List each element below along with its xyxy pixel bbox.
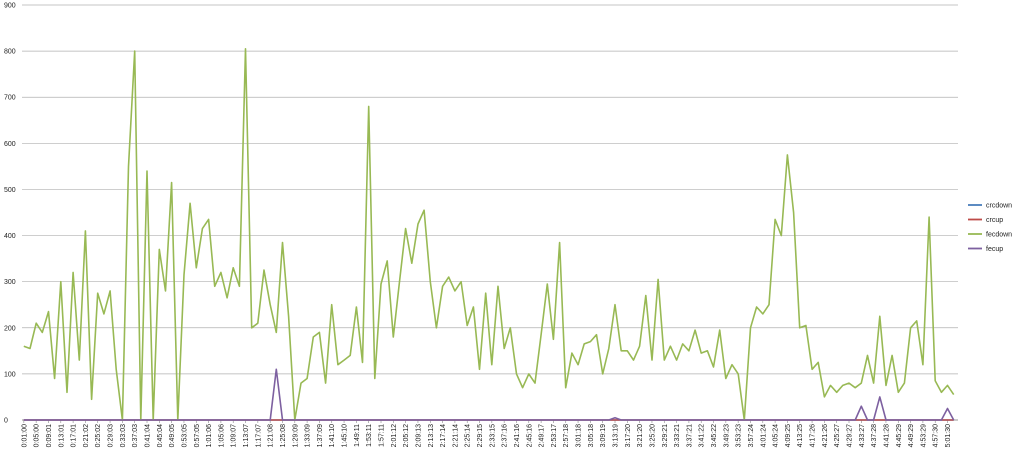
x-tick-label: 1:57:11: [379, 424, 386, 447]
series-line: [23, 47, 955, 421]
x-tick-label: 2:09:13: [415, 424, 422, 447]
x-tick-label: 4:09:25: [785, 424, 792, 447]
x-tick-label: 2:25:14: [465, 424, 472, 447]
x-tick-label: 4:53:29: [920, 424, 927, 447]
x-tick-label: 2:13:13: [428, 424, 435, 447]
x-tick-label: 0:29:03: [108, 424, 115, 447]
y-tick-label: 200: [4, 325, 16, 332]
y-tick-label: 800: [4, 49, 16, 56]
x-tick-label: 1:13:07: [243, 424, 250, 447]
x-tick-label: 1:09:07: [231, 424, 238, 447]
x-tick-label: 3:09:19: [600, 424, 607, 447]
y-tick-label: 600: [4, 141, 16, 148]
x-tick-label: 3:33:21: [674, 424, 681, 447]
x-tick-label: 4:41:28: [883, 424, 890, 447]
x-tick-label: 0:49:05: [169, 424, 176, 447]
x-tick-label: 1:33:09: [305, 424, 312, 447]
x-tick-label: 1:21:08: [268, 424, 275, 447]
x-tick-label: 4:49:29: [908, 424, 915, 447]
x-tick-label: 0:33:03: [120, 424, 127, 447]
x-tick-label: 0:57:05: [194, 424, 201, 447]
x-tick-label: 0:13:01: [58, 424, 65, 447]
x-tick-label: 0:17:01: [71, 424, 78, 447]
x-tick-label: 3:49:23: [723, 424, 730, 447]
y-tick-label: 700: [4, 95, 16, 102]
x-tick-label: 3:25:20: [649, 424, 656, 447]
x-tick-label: 1:05:06: [218, 424, 225, 447]
x-tick-label: 0:41:04: [145, 424, 152, 447]
x-tick-label: 0:21:02: [83, 424, 90, 447]
x-tick-label: 3:53:23: [736, 424, 743, 447]
x-tick-label: 0:45:04: [157, 424, 164, 447]
x-tick-label: 0:09:01: [46, 424, 53, 447]
legend-label: crcup: [986, 217, 1003, 224]
x-tick-label: 0:01:00: [21, 424, 28, 447]
x-tick-label: 2:57:18: [563, 424, 570, 447]
x-tick-label: 3:05:18: [588, 424, 595, 447]
legend-label: crcdown: [986, 203, 1012, 210]
x-tick-label: 4:37:28: [871, 424, 878, 447]
x-tick-label: 2:05:12: [403, 424, 410, 447]
y-tick-label: 400: [4, 233, 16, 240]
x-tick-label: 2:21:14: [452, 424, 459, 447]
y-tick-label: 900: [4, 3, 16, 10]
x-tick-label: 3:41:22: [699, 424, 706, 447]
x-tick-label: 2:17:14: [440, 424, 447, 447]
x-tick-label: 3:45:22: [711, 424, 718, 447]
legend-label: fecup: [986, 246, 1003, 253]
x-tick-label: 5:01:30: [945, 424, 952, 447]
x-tick-label: 2:33:15: [489, 424, 496, 447]
y-tick-label: 500: [4, 187, 16, 194]
x-tick-label: 2:49:17: [539, 424, 546, 447]
x-tick-label: 3:21:20: [637, 424, 644, 447]
x-tick-label: 1:37:09: [317, 424, 324, 447]
x-tick-label: 4:57:30: [933, 424, 940, 447]
x-tick-label: 0:25:02: [95, 424, 102, 447]
x-tick-label: 2:01:12: [391, 424, 398, 447]
x-tick-label: 1:49:11: [354, 424, 361, 447]
y-tick-label: 100: [4, 371, 16, 378]
x-tick-label: 0:53:05: [181, 424, 188, 447]
legend-label: fecdown: [986, 232, 1012, 239]
x-tick-label: 4:01:24: [760, 424, 767, 447]
x-tick-label: 3:57:24: [748, 424, 755, 447]
x-tick-label: 4:25:27: [834, 424, 841, 447]
x-tick-label: 2:53:17: [551, 424, 558, 447]
x-tick-label: 4:29:27: [847, 424, 854, 447]
x-tick-label: 3:13:19: [613, 424, 620, 447]
x-tick-label: 3:17:20: [625, 424, 632, 447]
x-tick-label: 2:41:16: [514, 424, 521, 447]
x-tick-label: 1:41:10: [329, 424, 336, 447]
x-tick-label: 4:45:29: [896, 424, 903, 447]
x-tick-label: 4:33:27: [859, 424, 866, 447]
x-tick-label: 1:45:10: [342, 424, 349, 447]
x-tick-label: 4:17:26: [810, 424, 817, 447]
x-tick-label: 2:37:16: [502, 424, 509, 447]
x-tick-label: 4:13:25: [797, 424, 804, 447]
x-tick-label: 2:45:16: [526, 424, 533, 447]
y-tick-label: 300: [4, 279, 16, 286]
x-tick-label: 3:29:21: [662, 424, 669, 447]
x-tick-label: 4:21:26: [822, 424, 829, 447]
x-tick-label: 1:53:11: [366, 424, 373, 447]
x-tick-label: 1:01:06: [206, 424, 213, 447]
x-tick-label: 3:37:21: [686, 424, 693, 447]
x-tick-label: 1:25:08: [280, 424, 287, 447]
x-tick-label: 0:37:03: [132, 424, 139, 447]
series-line: [23, 368, 955, 421]
x-tick-label: 3:01:18: [576, 424, 583, 447]
x-tick-label: 1:29:09: [292, 424, 299, 447]
x-tick-label: 4:05:24: [773, 424, 780, 447]
x-tick-label: 0:05:00: [34, 424, 41, 447]
x-tick-label: 1:17:07: [255, 424, 262, 447]
y-tick-label: 0: [4, 418, 8, 425]
x-tick-label: 2:29:15: [477, 424, 484, 447]
